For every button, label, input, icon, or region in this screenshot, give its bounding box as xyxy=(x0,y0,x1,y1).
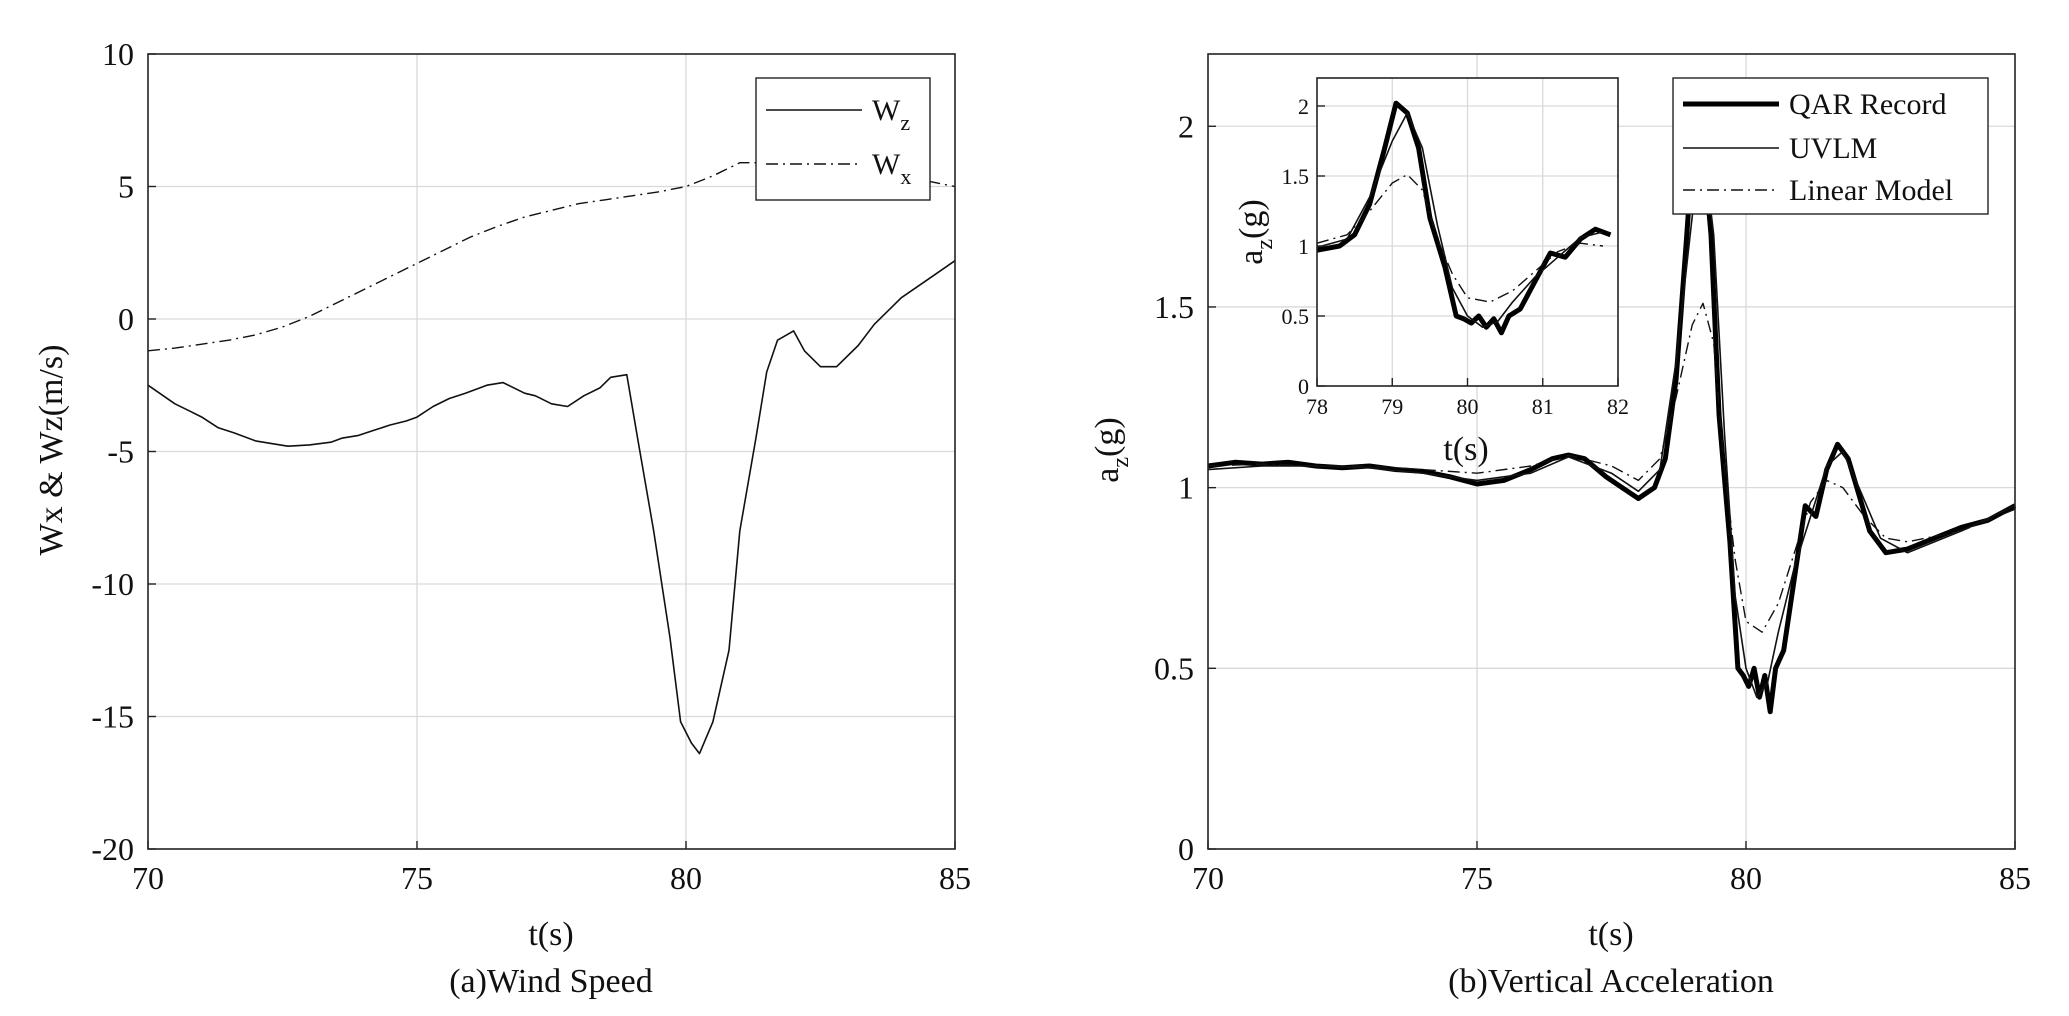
wind-ytick-label-3: -5 xyxy=(107,434,134,470)
wind-legend-box xyxy=(755,77,931,201)
accel-line-uvlm xyxy=(1207,143,2016,698)
wind-ytick-label-1: -15 xyxy=(91,699,134,735)
wind-xtick-label-75: 75 xyxy=(401,860,433,896)
wind-ytick-label-0: -20 xyxy=(91,831,134,867)
accel-line-linear-model xyxy=(1207,302,2016,633)
wind-ytick-label-5: 5 xyxy=(118,169,134,205)
inset-ytick-label-0: 0 xyxy=(1298,374,1309,399)
inset-ytick-label-4: 2 xyxy=(1298,94,1309,119)
legend-wz-main: W xyxy=(872,94,901,127)
wind-caption: (a)Wind Speed xyxy=(449,963,653,1000)
inset-ylabel-sub: z xyxy=(1252,239,1278,250)
inset-series xyxy=(1316,100,1612,336)
wind-series xyxy=(147,162,956,755)
acceleration-chart: 70 75 80 85 0 0.5 1 1.5 2 t(s) (b)Vertical Accel… xyxy=(1089,53,2031,1000)
wind-legend: Wz Wx xyxy=(755,77,931,201)
accel-xtick-label-85: 85 xyxy=(1999,860,2031,896)
wind-xtick-label-70: 70 xyxy=(132,860,164,896)
accel-ytick-label-1: 0.5 xyxy=(1154,650,1194,686)
accel-ytick-label-4: 2 xyxy=(1178,108,1194,144)
wind-xtick-label-85: 85 xyxy=(939,860,971,896)
accel-ylabel-main: a xyxy=(1089,468,1126,483)
accel-xtick-label-75: 75 xyxy=(1461,860,1493,896)
accel-ytick-label-2: 1 xyxy=(1178,470,1194,506)
wind-speed-chart: 70 75 80 85 -20 -15 -10 -5 0 5 10 t(s) (a)Wind Spe… xyxy=(33,36,971,1000)
accel-xtick-label-70: 70 xyxy=(1192,860,1224,896)
inset-ylabel: az(g) xyxy=(1233,199,1278,264)
wind-ytick-label-2: -10 xyxy=(91,566,134,602)
wind-ylabel: Wx & Wz(m/s) xyxy=(33,345,70,556)
inset-xtick-label-80: 80 xyxy=(1457,394,1479,419)
accel-legend-box xyxy=(1672,77,1989,215)
legend-qar-label: QAR Record xyxy=(1789,88,1946,121)
inset-xtick-label-78: 78 xyxy=(1306,394,1328,419)
inset-xtick-label-79: 79 xyxy=(1381,394,1403,419)
wind-ytick-label-4: 0 xyxy=(118,301,134,337)
inset-ylabel-main: a xyxy=(1233,250,1270,265)
accel-ytick-label-0: 0 xyxy=(1178,831,1194,867)
accel-xtick-label-80: 80 xyxy=(1730,860,1762,896)
legend-wz-label: Wz xyxy=(872,94,910,135)
wind-ticks: 70 75 80 85 -20 -15 -10 -5 0 5 10 xyxy=(91,36,971,896)
legend-wx-main: W xyxy=(872,148,901,181)
accel-legend: QAR Record UVLM Linear Model xyxy=(1672,77,1989,215)
wind-xlabel: t(s) xyxy=(528,916,573,953)
inset-line-qar-record xyxy=(1316,100,1612,336)
accel-ytick-label-3: 1.5 xyxy=(1154,289,1194,325)
accel-axes-frame xyxy=(1207,53,2016,850)
legend-wx-label: Wx xyxy=(872,148,911,189)
accel-inset: 78 79 80 81 82 0 0.5 1 1.5 2 t(s) az(g) xyxy=(1233,77,1630,468)
inset-ytick-label-1: 0.5 xyxy=(1282,304,1310,329)
inset-ytick-label-2: 1 xyxy=(1298,234,1309,259)
legend-wx-sub: x xyxy=(900,164,911,189)
accel-ylabel-sub: z xyxy=(1108,457,1134,468)
wind-ytick-label-6: 10 xyxy=(102,36,134,72)
inset-ytick-label-3: 1.5 xyxy=(1282,164,1310,189)
wind-grid xyxy=(148,54,955,849)
inset-xlabel: t(s) xyxy=(1443,431,1488,468)
accel-ticks: 70 75 80 85 0 0.5 1 1.5 2 xyxy=(1154,108,2031,896)
accel-caption: (b)Vertical Acceleration xyxy=(1448,963,1774,1000)
accel-ylabel-tail: (g) xyxy=(1089,417,1126,457)
inset-line-uvlm xyxy=(1316,112,1604,328)
legend-wz-sub: z xyxy=(900,110,910,135)
legend-linear-label: Linear Model xyxy=(1789,174,1953,207)
accel-series xyxy=(1207,116,2017,715)
legend-uvlm-label: UVLM xyxy=(1789,132,1877,165)
accel-xlabel: t(s) xyxy=(1588,916,1633,953)
inset-line-linear-model xyxy=(1316,173,1603,303)
accel-ylabel: az(g) xyxy=(1089,417,1134,482)
inset-xtick-label-81: 81 xyxy=(1532,394,1554,419)
inset-xtick-label-82: 82 xyxy=(1607,394,1629,419)
wind-xtick-label-80: 80 xyxy=(670,860,702,896)
inset-ticks: 78 79 80 81 82 0 0.5 1 1.5 2 xyxy=(1282,94,1630,419)
inset-ylabel-tail: (g) xyxy=(1233,199,1270,239)
wind-line-wz xyxy=(147,260,956,755)
